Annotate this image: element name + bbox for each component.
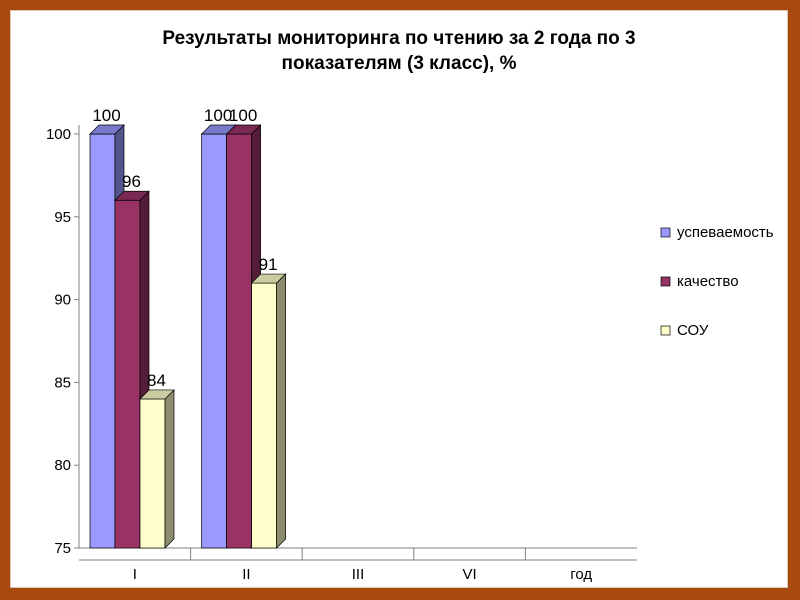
bar-успеваемость	[201, 133, 227, 549]
x-tick-label: год	[570, 566, 592, 583]
legend-label: качество	[677, 273, 739, 290]
bar-side	[164, 389, 175, 549]
y-tick-label: 95	[54, 209, 71, 226]
x-tick-label: III	[352, 566, 365, 583]
bar-качество	[226, 133, 252, 549]
legend-swatch	[660, 276, 671, 287]
legend-label: СОУ	[677, 322, 709, 339]
bar-top	[114, 190, 150, 201]
legend-label: успеваемость	[677, 224, 774, 241]
y-tick-label: 90	[54, 292, 71, 309]
slide-canvas: Результаты мониторинга по чтению за 2 го…	[10, 10, 788, 588]
y-tick-label: 75	[54, 540, 71, 557]
bar-СОУ	[139, 398, 166, 549]
chart-subtitle: показателям (3 класс), %	[282, 53, 517, 74]
y-tick-label: 85	[54, 374, 71, 391]
legend-swatch	[660, 325, 671, 336]
data-label: 91	[259, 255, 278, 274]
x-tick-label: II	[242, 566, 250, 583]
data-label: 100	[204, 106, 232, 125]
data-label: 100	[229, 106, 257, 125]
chart-title: Результаты мониторинга по чтению за 2 го…	[162, 28, 635, 49]
bar-chart: Результаты мониторинга по чтению за 2 го…	[46, 28, 774, 583]
bar-top	[139, 389, 175, 400]
bar-качество	[114, 199, 141, 549]
x-tick-label: VI	[463, 566, 477, 583]
bar-side	[276, 273, 286, 549]
bar-СОУ	[251, 282, 277, 549]
y-tick-label: 100	[46, 126, 71, 143]
bar-успеваемость	[89, 133, 116, 549]
legend: успеваемость качество СОУ	[660, 224, 774, 339]
bar-top	[89, 124, 125, 135]
y-tick-label: 80	[54, 457, 71, 474]
bar-top	[250, 273, 287, 284]
bar-top	[225, 124, 262, 135]
data-label: 96	[122, 172, 141, 191]
legend-swatch	[660, 227, 671, 238]
data-label: 100	[92, 106, 120, 125]
data-label: 84	[147, 371, 166, 390]
x-tick-label: I	[133, 566, 137, 583]
